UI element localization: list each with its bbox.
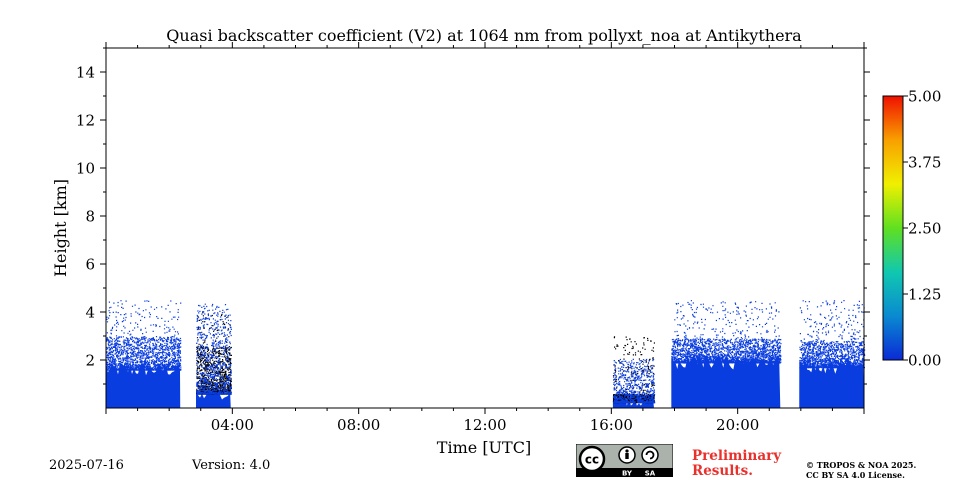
- colorbar-tick-label: 5.00: [908, 88, 941, 106]
- y-axis-label: Height [km]: [51, 179, 70, 277]
- x-axis-label: Time [UTC]: [437, 438, 531, 457]
- y-tick-label: 14: [76, 64, 95, 82]
- colorbar-tick-label: 3.75: [908, 154, 941, 172]
- measurement-segment: [106, 300, 182, 408]
- measurement-segment: [196, 303, 232, 408]
- x-tick-label: 04:00: [211, 416, 254, 434]
- sparse-backscatter-points: [196, 303, 232, 395]
- sa-share-icon: [641, 446, 659, 464]
- colorbar-tick-label: 0.00: [908, 352, 941, 370]
- copyright-line-2: CC BY SA 4.0 License.: [806, 470, 905, 480]
- copyright-line-1: © TROPOS & NOA 2025.: [806, 460, 917, 470]
- measurement-segment: [671, 300, 782, 408]
- sparse-backscatter-points: [106, 300, 182, 371]
- preliminary-results-note: Preliminary Results.: [692, 449, 781, 479]
- x-tick-label: 08:00: [337, 416, 380, 434]
- colorbar: [882, 95, 904, 361]
- colorbar-tick-label: 2.50: [908, 220, 941, 238]
- by-text: BY: [622, 470, 633, 478]
- x-tick-label: 16:00: [590, 416, 633, 434]
- axis-ticks: 04:00 08:00 12:00 16:00 20:00 2 4 6 8 10 12 14: [76, 42, 870, 434]
- colorbar-ticks: 0.00 1.25 2.50 3.75 5.00: [903, 88, 941, 370]
- date-label: 2025-07-16: [49, 458, 124, 473]
- dense-backscatter-area: [671, 355, 781, 408]
- measurement-segment: [799, 300, 866, 408]
- x-tick-label: 12:00: [463, 416, 506, 434]
- dense-backscatter-area: [799, 360, 864, 408]
- sparse-backscatter-points: [196, 312, 232, 395]
- sa-text: SA: [645, 470, 656, 478]
- chart-title: Quasi backscatter coefficient (V2) at 10…: [166, 26, 802, 45]
- plot-data-layer: [106, 300, 866, 408]
- cc-by-sa-badge: cc BY SA: [576, 444, 673, 477]
- sparse-backscatter-points: [799, 300, 866, 369]
- copyright-note: © TROPOS & NOA 2025. CC BY SA 4.0 Licens…: [806, 460, 916, 480]
- sparse-backscatter-points: [671, 300, 782, 364]
- measurement-segment: [612, 336, 656, 408]
- dense-backscatter-area: [106, 362, 181, 408]
- preliminary-line-2: Results.: [692, 463, 753, 479]
- y-tick-label: 4: [85, 304, 95, 322]
- y-tick-label: 10: [76, 160, 95, 178]
- y-tick-label: 6: [85, 256, 95, 274]
- cc-icon-text: cc: [585, 453, 599, 467]
- version-label: Version: 4.0: [192, 458, 271, 473]
- y-tick-label: 8: [85, 208, 95, 226]
- sparse-backscatter-points: [613, 358, 656, 404]
- y-tick-label: 12: [76, 112, 95, 130]
- colorbar-tick-label: 1.25: [908, 286, 941, 304]
- preliminary-line-1: Preliminary: [692, 448, 782, 464]
- cc-icon: [578, 445, 606, 473]
- x-tick-label: 20:00: [716, 416, 759, 434]
- y-tick-label: 2: [85, 352, 95, 370]
- dense-backscatter-area: [196, 387, 231, 408]
